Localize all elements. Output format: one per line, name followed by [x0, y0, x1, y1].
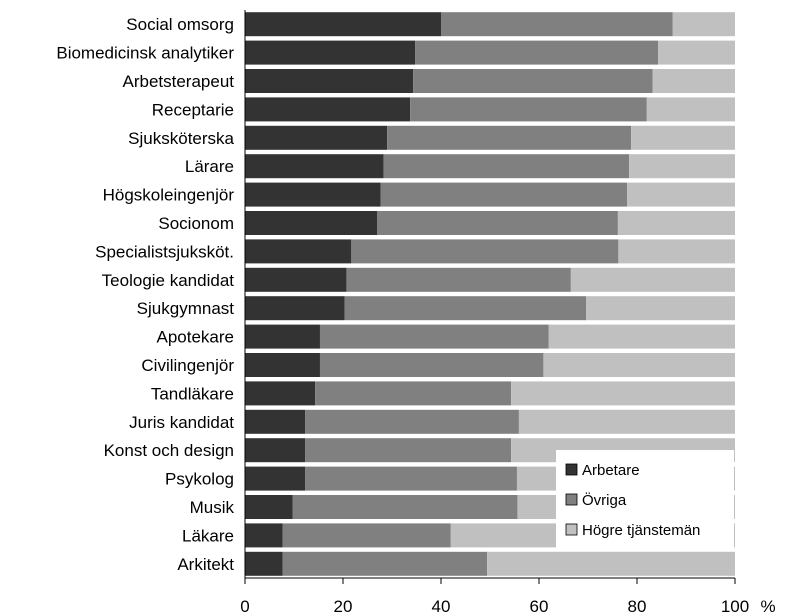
bar-segment-1: [245, 125, 388, 150]
bar-segment-2: [344, 296, 587, 321]
bar-segment-1: [245, 154, 384, 179]
legend-swatch: [565, 493, 578, 506]
bar-segment-1: [245, 466, 306, 491]
bar-segment-3: [629, 154, 735, 179]
x-tick-label: 60: [530, 597, 549, 616]
bar-segment-3: [570, 267, 735, 292]
bar-segment-3: [646, 97, 735, 122]
category-label: Receptarie: [152, 100, 234, 119]
bar-segment-2: [292, 495, 518, 519]
bar-segment-2: [319, 353, 544, 377]
legend-label: Högre tjänstemän: [582, 522, 700, 539]
legend-label: Övriga: [582, 491, 627, 509]
bar-segment-3: [511, 381, 735, 406]
category-label: Juris kandidat: [129, 413, 234, 432]
bar-segment-2: [383, 154, 630, 179]
bar-segment-2: [410, 97, 647, 122]
bar-segment-2: [380, 182, 628, 207]
bar-segment-3: [586, 296, 735, 321]
category-label: Arkitekt: [177, 555, 234, 574]
x-tick-label: 20: [334, 597, 353, 616]
x-tick-label: 0: [240, 597, 249, 616]
bar-segment-1: [245, 523, 283, 548]
category-label: Musik: [190, 498, 235, 517]
legend-box: [556, 450, 734, 550]
bar-segment-1: [245, 239, 352, 264]
bar-segment-3: [658, 40, 735, 65]
bar-segment-2: [319, 324, 549, 349]
category-label: Biomedicinsk analytiker: [56, 44, 234, 63]
bar-segment-3: [672, 12, 735, 37]
bar-segment-1: [245, 267, 347, 292]
bar-segment-2: [351, 239, 619, 264]
bar-segment-3: [487, 551, 735, 576]
bar-segment-1: [245, 12, 441, 37]
bar-segment-1: [245, 551, 283, 576]
category-label: Civilingenjör: [141, 356, 234, 375]
bar-segment-2: [377, 211, 618, 235]
category-label: Sjukgymnast: [137, 299, 235, 318]
bar-segment-3: [652, 69, 735, 93]
bar-segment-2: [413, 69, 653, 93]
bar-segment-3: [617, 211, 735, 235]
bar-segment-1: [245, 211, 378, 235]
bar-segment-1: [245, 495, 293, 519]
category-label: Arbetsterapeut: [122, 72, 234, 91]
category-label: Teologie kandidat: [102, 271, 235, 290]
legend-swatch: [565, 463, 578, 476]
category-label: Läkare: [182, 526, 234, 545]
legend: Arbetare Övriga Högre tjänstemän: [556, 450, 734, 550]
category-label: Socionom: [158, 214, 234, 233]
bar-segment-1: [245, 97, 411, 122]
category-label: Tandläkare: [151, 384, 234, 403]
bar-segment-1: [245, 69, 414, 93]
x-unit-label: %: [760, 597, 775, 616]
bar-segment-1: [245, 409, 306, 434]
x-tick-label: 40: [432, 597, 451, 616]
bar-segment-3: [518, 409, 735, 434]
category-label: Konst och design: [104, 441, 234, 460]
bar-segment-3: [543, 353, 735, 377]
bar-segment-2: [415, 40, 659, 65]
bar-segment-1: [245, 381, 316, 406]
category-label: Social omsorg: [126, 15, 234, 34]
bar-segment-3: [618, 239, 735, 264]
bar-segment-2: [305, 466, 517, 491]
bar-segment-2: [282, 551, 488, 576]
category-label: Lärare: [185, 157, 234, 176]
x-axis: 0 20 40 60 80 100%: [240, 10, 776, 616]
category-label: Sjuksköterska: [128, 129, 234, 148]
category-label: Specialistsjuksköt.: [95, 242, 234, 261]
bar-segment-3: [631, 125, 735, 150]
bar-segment-2: [387, 125, 632, 150]
bar-segment-2: [305, 438, 512, 463]
bar-segment-2: [315, 381, 512, 406]
bar-segment-3: [548, 324, 735, 349]
legend-label: Arbetare: [582, 462, 640, 479]
bar-segment-1: [245, 296, 345, 321]
bar-segment-2: [282, 523, 451, 548]
category-labels: Social omsorg Biomedicinsk analytiker Arbe…: [56, 15, 234, 574]
category-label: Högskoleingenjör: [103, 186, 235, 205]
bar-segment-2: [441, 12, 673, 37]
x-tick-label: 100: [721, 597, 749, 616]
bar-segment-1: [245, 324, 320, 349]
bar-segment-1: [245, 353, 320, 377]
bar-segment-1: [245, 438, 306, 463]
bar-segment-1: [245, 40, 416, 65]
bars-group: [245, 12, 735, 576]
category-label: Psykolog: [165, 470, 234, 489]
bar-segment-3: [627, 182, 735, 207]
legend-swatch: [565, 523, 578, 536]
bar-segment-1: [245, 182, 381, 207]
bar-segment-2: [346, 267, 571, 292]
bar-segment-2: [305, 409, 519, 434]
x-tick-label: 80: [628, 597, 647, 616]
category-label: Apotekare: [157, 328, 235, 347]
